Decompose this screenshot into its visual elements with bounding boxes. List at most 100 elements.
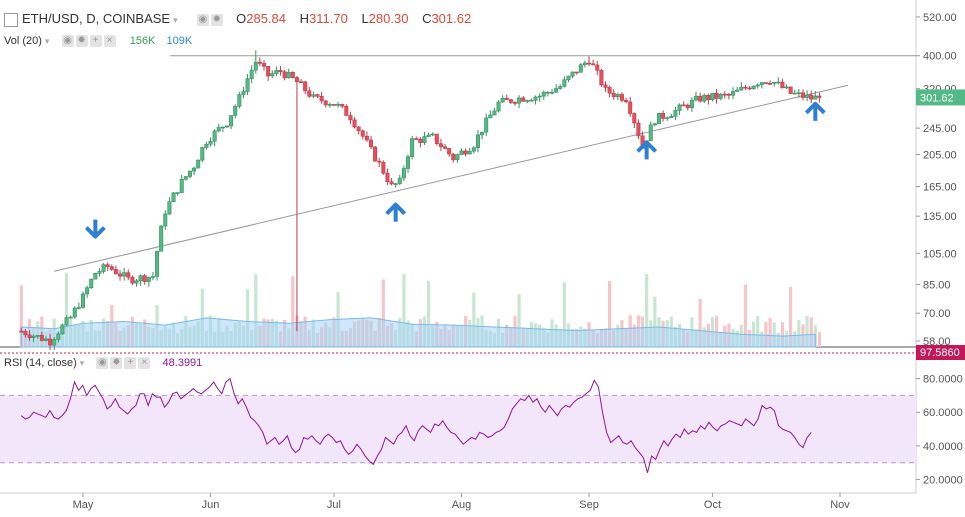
candle-body xyxy=(652,123,657,126)
candle-body xyxy=(459,150,464,155)
rsi-last-tag xyxy=(916,345,965,360)
candle-body xyxy=(792,92,797,95)
candle-body xyxy=(220,126,225,129)
eye-icon[interactable]: ◉ xyxy=(96,357,109,370)
candle-body xyxy=(430,133,435,136)
volume-bar xyxy=(743,284,747,347)
volume-bar xyxy=(245,289,250,347)
candle-body xyxy=(142,275,147,282)
candle-body xyxy=(138,275,143,282)
candle-body xyxy=(171,192,176,202)
candle-body xyxy=(694,95,699,101)
rsi-last-label: 97.5860 xyxy=(920,347,960,359)
candle-body xyxy=(475,134,480,149)
candle-body xyxy=(377,160,382,163)
rsi-label[interactable]: RSI (14, close) xyxy=(4,357,77,369)
time-tick-label: Jun xyxy=(202,499,220,511)
rsi-band xyxy=(0,395,916,463)
candle-body xyxy=(179,178,184,193)
candle-body xyxy=(373,146,378,162)
candle-body xyxy=(303,81,308,92)
candle-body xyxy=(463,150,468,155)
candle-body xyxy=(504,97,509,100)
candle-body xyxy=(755,84,760,87)
candle-body xyxy=(689,99,694,109)
candle-body xyxy=(327,104,332,106)
candle-body xyxy=(562,79,567,87)
chevron-down-icon[interactable]: ▾ xyxy=(79,358,85,368)
settings-icon[interactable]: ✹ xyxy=(110,357,123,370)
candle-body xyxy=(406,156,411,169)
price-tick-label: 245.00 xyxy=(923,123,957,135)
candle-body xyxy=(39,335,44,341)
time-tick-label: Aug xyxy=(452,499,472,511)
plus-icon[interactable]: + xyxy=(124,357,137,370)
volume-bar xyxy=(809,317,813,347)
volume-label[interactable]: Vol (20) xyxy=(4,35,42,47)
candle-body xyxy=(118,273,123,277)
candle-body xyxy=(443,146,448,149)
candle-body xyxy=(731,91,736,96)
candle-body xyxy=(492,110,497,116)
candle-body xyxy=(607,87,612,94)
candle-body xyxy=(130,276,135,284)
candle-body xyxy=(233,106,238,116)
candle-body xyxy=(356,126,361,132)
candle-body xyxy=(706,94,711,101)
candle-body xyxy=(455,154,460,161)
candle-body xyxy=(714,92,719,99)
candle-body xyxy=(19,330,24,333)
candle-body xyxy=(656,112,661,124)
close-icon[interactable]: × xyxy=(103,35,116,48)
candle-body xyxy=(636,122,641,137)
volume-bar xyxy=(653,296,657,347)
candle-body xyxy=(72,307,77,318)
candle-body xyxy=(619,94,624,101)
plus-icon[interactable]: + xyxy=(89,35,102,48)
candle-body xyxy=(545,91,550,94)
settings-icon[interactable]: ✹ xyxy=(75,35,88,48)
candle-body xyxy=(97,271,102,274)
candle-body xyxy=(175,192,180,194)
candle-body xyxy=(615,94,620,98)
candle-body xyxy=(270,73,275,77)
volume-bar xyxy=(645,274,649,347)
time-tick-label: Sep xyxy=(579,499,599,511)
candle-body xyxy=(772,81,777,84)
candle-body xyxy=(81,293,86,308)
volume-bar xyxy=(291,276,295,347)
eye-icon[interactable]: ◉ xyxy=(61,35,74,48)
candle-body xyxy=(204,143,209,148)
volume-ma-area xyxy=(20,317,816,348)
time-tick-label: Jul xyxy=(327,499,341,511)
symbol-icon[interactable] xyxy=(4,12,18,27)
price-tick-label: 70.00 xyxy=(923,308,951,320)
symbol-title[interactable]: ETH/USD, D, COINBASE xyxy=(22,11,171,26)
chevron-down-icon[interactable]: ▾ xyxy=(44,36,50,46)
candle-body xyxy=(344,105,349,116)
candle-body xyxy=(722,93,727,96)
candle-body xyxy=(661,112,666,119)
close-label: C xyxy=(422,11,432,26)
candle-body xyxy=(167,201,172,215)
candle-body xyxy=(85,287,90,295)
eye-icon[interactable]: ◉ xyxy=(196,13,209,26)
candle-body xyxy=(216,127,221,132)
candle-body xyxy=(669,116,674,119)
chevron-down-icon[interactable]: ▾ xyxy=(173,15,178,25)
candle-body xyxy=(31,335,36,338)
settings-icon[interactable]: ✹ xyxy=(210,13,223,26)
close-icon[interactable]: × xyxy=(138,357,151,370)
candle-body xyxy=(702,94,707,102)
candle-body xyxy=(410,138,415,157)
candle-body xyxy=(517,97,522,104)
candle-body xyxy=(196,159,201,169)
candle-body xyxy=(508,99,513,103)
candle-body xyxy=(747,87,752,90)
candle-body xyxy=(48,338,53,346)
rsi-tick-label: 20.0000 xyxy=(923,475,963,487)
volume-bar xyxy=(402,274,406,347)
price-tick-label: 85.00 xyxy=(923,280,951,292)
volume-value-ma: 109K xyxy=(166,35,193,47)
